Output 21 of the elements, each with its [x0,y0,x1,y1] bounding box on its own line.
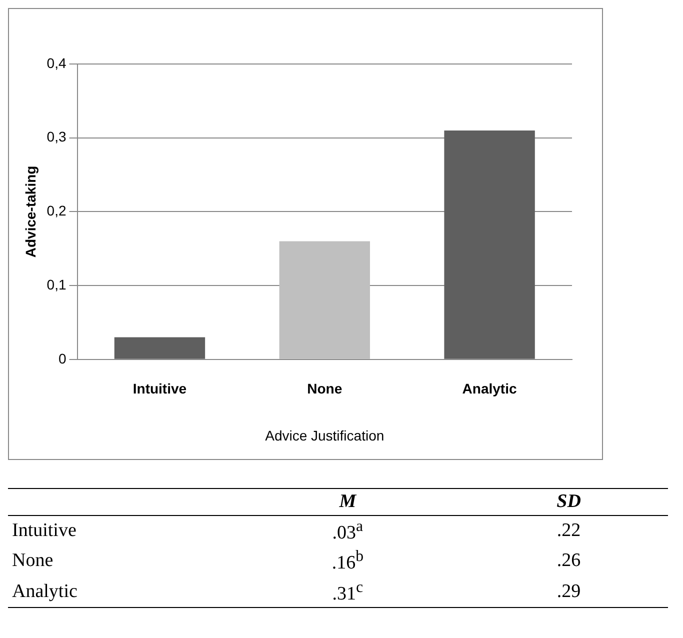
text: .26 [556,549,582,574]
category-label: None [12,550,54,572]
text: .03$^{a}$ [331,517,364,546]
text: .31$^{c}$ [331,578,364,606]
text: M [338,490,358,514]
category-label: Analytic [12,580,78,602]
y-tick-label: 0,2 [46,202,66,219]
text: .29 [556,580,582,604]
y-tick-label: 0,1 [46,276,66,292]
text: .22 [556,519,582,544]
y-tick-label: 0,3 [46,128,66,145]
x-tick-label: Analytic [462,380,517,397]
x-tick-label: Intuitive [132,380,187,397]
category-label: Intuitive [12,520,76,542]
y-tick-label: 0 [58,350,66,366]
y-tick-label: 0,4 [46,54,66,71]
text: .16$^{b}$ [330,547,364,576]
x-tick-label: None [307,380,342,397]
y-axis-title: Advice-taking [22,166,38,258]
x-axis-title: Advice Justification [265,427,384,444]
text: SD [556,490,582,514]
